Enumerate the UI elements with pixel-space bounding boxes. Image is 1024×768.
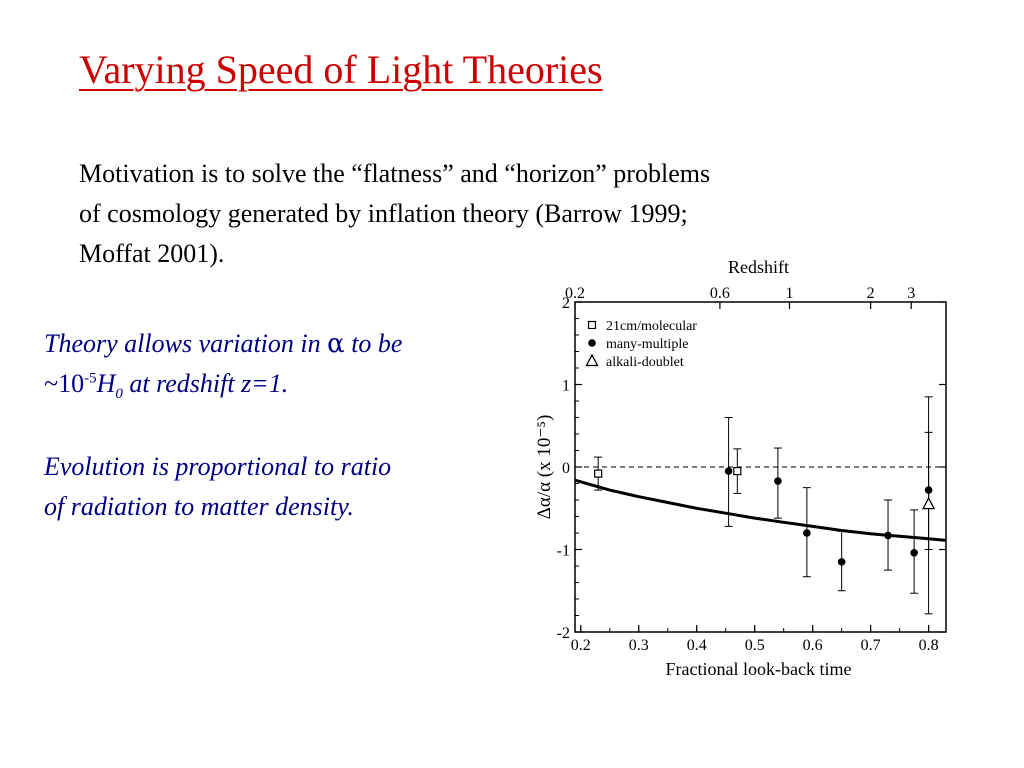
intro-line: of cosmology generated by inflation theo… <box>79 199 688 228</box>
evolution-line: of radiation to matter density. <box>44 492 354 521</box>
theory-line-2: ~10-5H0 at redshift z=1. <box>44 364 524 404</box>
x-tick-label: 0.4 <box>687 637 707 654</box>
theory-text-a: Theory allows variation in <box>44 329 328 358</box>
evolution-text: Evolution is proportional to ratio of ra… <box>44 447 524 527</box>
hubble-symbol: H <box>96 369 116 398</box>
data-point-square-open <box>594 469 603 478</box>
y-tick-label: 0 <box>562 460 570 477</box>
data-point-circle-filled <box>910 549 918 557</box>
y-tick-label: -1 <box>557 543 570 560</box>
y-axis-label: Δα/α (x 10⁻⁵) <box>534 415 555 520</box>
x-tick-label: 0.2 <box>571 637 591 654</box>
model-curve <box>574 478 947 542</box>
x-tick-label: 0.5 <box>745 637 765 654</box>
top-tick-label: 1 <box>785 285 793 302</box>
top-tick-label: 3 <box>907 285 915 302</box>
alpha-symbol: α <box>327 329 345 359</box>
legend-marker <box>587 320 597 330</box>
legend-marker <box>588 339 596 347</box>
legend-marker <box>585 353 599 367</box>
x-tick-label: 0.3 <box>629 637 649 654</box>
theory-line-1: Theory allows variation in α to be <box>44 324 524 364</box>
y-tick-label: 1 <box>562 378 570 395</box>
top-tick-label: 0.2 <box>565 285 585 302</box>
x-tick-label: 0.6 <box>803 637 823 654</box>
legend-label: many-multiple <box>606 337 688 352</box>
intro-paragraph: Motivation is to solve the “flatness” an… <box>79 154 919 274</box>
evolution-line: Evolution is proportional to ratio <box>44 452 392 481</box>
y-tick-label: 2 <box>562 295 570 312</box>
data-point-square-open <box>733 467 742 476</box>
top-axis-label: Redshift <box>728 257 789 277</box>
theory-text-b: to be <box>344 329 403 358</box>
theory-tilde-value: ~10 <box>44 369 85 398</box>
y-tick-label: -2 <box>557 625 570 642</box>
x-tick-label: 0.8 <box>919 637 939 654</box>
legend-label: 21cm/molecular <box>606 319 697 334</box>
intro-line: Moffat 2001). <box>79 239 225 268</box>
slide-title: Varying Speed of Light Theories <box>79 47 603 92</box>
top-tick-label: 0.6 <box>710 285 730 302</box>
top-tick-label: 2 <box>867 285 875 302</box>
data-point-circle-filled <box>724 467 733 475</box>
x-tick-label: 0.7 <box>861 637 881 654</box>
intro-line: Motivation is to solve the “flatness” an… <box>79 159 711 188</box>
theory-exponent: -5 <box>84 370 97 387</box>
hubble-subscript: 0 <box>115 386 123 403</box>
theory-redshift-text: at redshift z=1. <box>122 369 289 398</box>
data-point-triangle-open <box>922 496 936 510</box>
data-point-circle-filled <box>803 529 811 537</box>
data-point-circle-filled <box>837 558 846 566</box>
theory-text: Theory allows variation in α to be ~10-5… <box>44 324 524 404</box>
data-point-circle-filled <box>774 477 782 485</box>
data-point-circle-filled <box>884 531 892 540</box>
x-axis-label: Fractional look-back time <box>666 659 852 679</box>
legend-label: alkali-doublet <box>606 355 684 370</box>
